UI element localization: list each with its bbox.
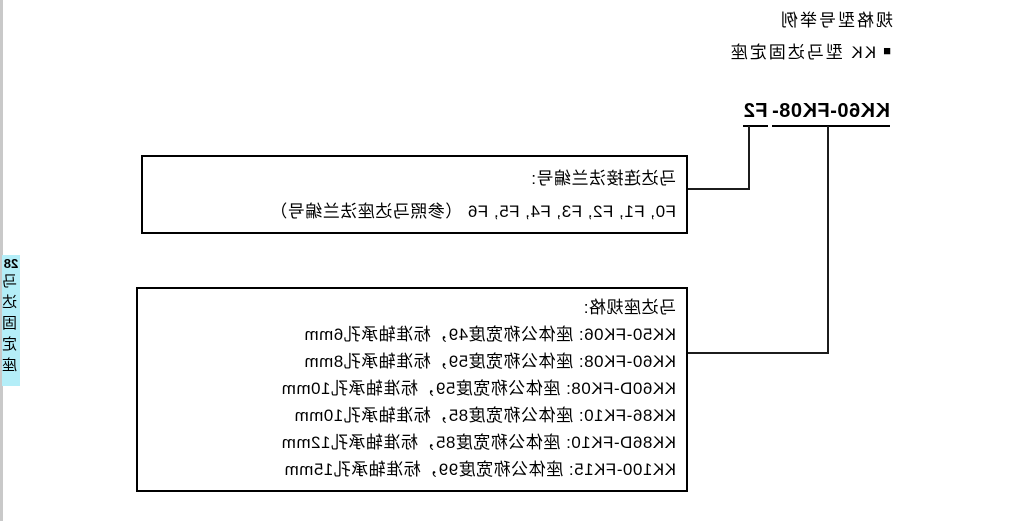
model-number-prefix: KK60-FK08- (771, 100, 890, 127)
connector-line-flange-horizontal (686, 188, 750, 190)
section-heading: ■ KK 型马达固定座 (729, 38, 891, 63)
connector-line-spec-horizontal (686, 352, 829, 354)
spec-line: KK60D-FK08: 座体公称宽度59，标准轴承孔10mm (281, 379, 676, 398)
example-heading: 规格型号举例 (779, 11, 893, 30)
flange-box-title: 马达连接法兰编号: (530, 169, 676, 188)
flange-box-values: F0, F1, F2, F3, F4, F5, F6 （参照马达座法兰编号） (269, 202, 676, 221)
spec-line: KK50-FK06: 座体公称宽度49，标准轴承孔6mm (303, 325, 676, 344)
section-side-tab: 28 马达固定座 (2, 255, 20, 386)
spec-line: KK86D-FK10: 座体公称宽度85，标准轴承孔12mm (281, 433, 676, 452)
section-heading-label: KK 型马达固定座 (728, 43, 877, 62)
square-bullet-icon: ■ (883, 43, 891, 58)
tab-section-label: 马达固定座 (2, 273, 19, 378)
connector-line-spec-vertical (827, 126, 829, 354)
spec-box-title: 马达座规格: (583, 298, 676, 317)
model-number-title: KK60-FK08-F2 (743, 100, 890, 127)
flange-number-box: 马达连接法兰编号: F0, F1, F2, F3, F4, F5, F6 （参照… (141, 155, 688, 234)
spec-line: KK100-FK15: 座体公称宽度99，标准轴承孔15mm (284, 460, 676, 479)
model-number-suffix: F2 (743, 100, 768, 127)
spec-line: KK60-FK08: 座体公称宽度59，标准轴承孔8mm (303, 352, 676, 371)
spec-line: KK86-FK10: 座体公称宽度85，标准轴承孔10mm (294, 406, 676, 425)
mount-spec-box: 马达座规格: KK50-FK06: 座体公称宽度49，标准轴承孔6mm KK60… (136, 287, 688, 492)
tab-page-number: 28 (3, 256, 19, 271)
connector-line-flange-vertical (748, 126, 750, 190)
